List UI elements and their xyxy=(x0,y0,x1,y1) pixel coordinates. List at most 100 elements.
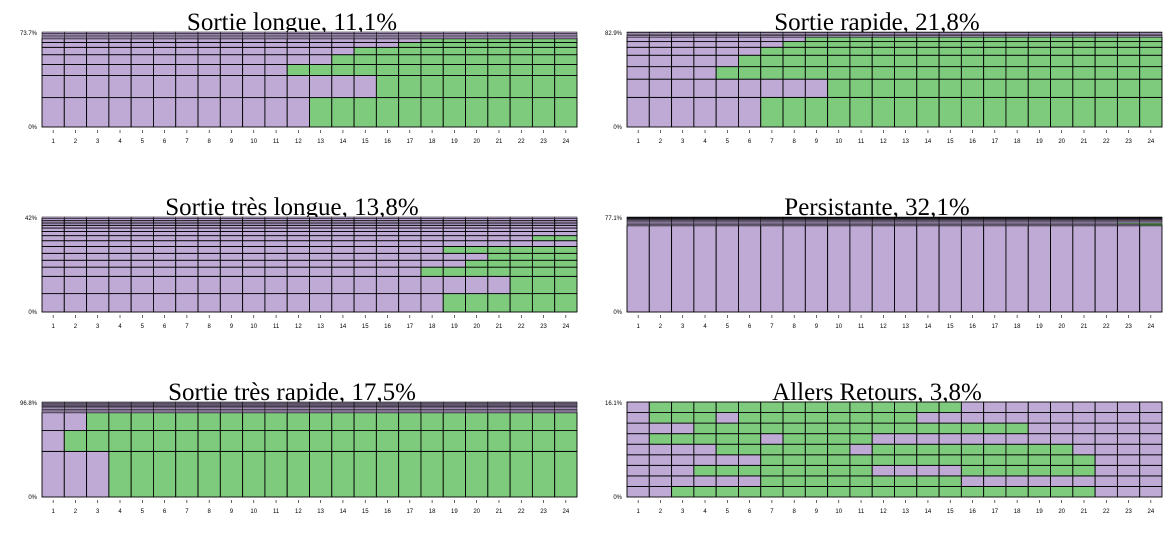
sequence-cell xyxy=(331,75,355,99)
chart-title: Allers Retours, 3,8% xyxy=(772,379,982,406)
sequence-cell xyxy=(153,34,176,38)
sequence-cell xyxy=(693,475,717,487)
x-tick-label: 21 xyxy=(496,139,503,145)
sequence-cell xyxy=(442,231,466,237)
sequence-cell xyxy=(264,240,288,247)
sequence-cell xyxy=(1005,31,1029,34)
sequence-cell xyxy=(309,266,333,277)
sequence-cell xyxy=(108,412,132,432)
sequence-cell xyxy=(309,293,333,313)
sequence-cell xyxy=(108,36,132,39)
sequence-cell xyxy=(509,245,533,254)
sequence-cell xyxy=(41,410,65,413)
sequence-cell xyxy=(509,275,533,295)
sequence-cell xyxy=(108,266,132,277)
sequence-cell xyxy=(626,78,650,98)
sequence-cell xyxy=(1005,454,1029,466)
sequence-cell xyxy=(760,401,784,414)
sequence-cell xyxy=(487,231,511,237)
sequence-cell xyxy=(153,245,177,254)
sequence-cell xyxy=(220,31,243,34)
sequence-cell xyxy=(531,97,556,128)
sequence-cell xyxy=(960,96,985,128)
sequence-row xyxy=(626,443,1163,456)
sequence-cell xyxy=(309,240,333,247)
x-tick-label: 22 xyxy=(518,139,525,145)
x-tick-label: 16 xyxy=(969,139,976,145)
sequence-cell xyxy=(487,266,511,277)
sequence-cell xyxy=(916,475,940,487)
sequence-cell xyxy=(175,216,199,219)
sequence-cell xyxy=(442,218,466,222)
sequence-cell xyxy=(983,54,1007,68)
sequence-cell xyxy=(1116,475,1141,487)
sequence-cell xyxy=(827,96,851,128)
sequence-cell xyxy=(715,36,739,43)
sequence-cell xyxy=(738,464,762,477)
sequence-cell xyxy=(63,218,88,222)
sequence-cell xyxy=(648,485,673,498)
sequence-cell xyxy=(782,66,806,80)
sequence-cell xyxy=(648,78,673,98)
sequence-cell xyxy=(1050,66,1074,80)
sequence-cell xyxy=(804,46,829,56)
sequence-cell xyxy=(916,46,940,56)
sequence-cell xyxy=(626,66,650,80)
sequence-cell xyxy=(983,41,1007,48)
sequence-cell xyxy=(1072,422,1096,435)
x-tick-label: 12 xyxy=(880,139,887,145)
y-top-label: 73.7% xyxy=(20,31,38,37)
sequence-cell xyxy=(331,430,355,452)
sequence-cell xyxy=(41,216,65,219)
sequence-cell xyxy=(894,31,918,34)
sequence-cell xyxy=(353,36,377,39)
sequence-row xyxy=(626,46,1163,56)
x-tick-label: 7 xyxy=(185,139,189,145)
sequence-cell xyxy=(782,41,806,48)
sequence-cell xyxy=(86,46,110,56)
sequence-cell xyxy=(398,218,422,222)
sequence-cell xyxy=(894,225,918,313)
sequence-cell xyxy=(487,430,511,452)
sequence-cell xyxy=(1005,433,1029,445)
sequence-cell xyxy=(487,41,511,48)
sequence-row xyxy=(41,64,578,76)
sequence-cell xyxy=(916,464,940,477)
sequence-cell xyxy=(871,422,895,435)
sequence-cell xyxy=(671,96,695,128)
sequence-cell xyxy=(1116,36,1141,43)
sequence-cell xyxy=(626,401,650,414)
sequence-cell xyxy=(960,54,985,68)
sequence-cell xyxy=(938,401,962,414)
x-axis: 1 2 3 4 5 6 7 8 9 10 11 12 13 14 15 16 17 18 19 20 21 22 23 24 xyxy=(51,130,570,145)
sequence-cell xyxy=(442,38,466,43)
sequence-cell xyxy=(442,64,466,76)
sequence-cell xyxy=(1072,401,1096,414)
sequence-cell xyxy=(465,240,489,247)
sequence-cell xyxy=(130,240,154,247)
sequence-cell xyxy=(715,31,739,34)
x-tick-label: 20 xyxy=(473,509,480,515)
sequence-cell xyxy=(197,252,221,261)
sequence-cell xyxy=(219,430,244,452)
sequence-cell xyxy=(242,216,266,219)
sequence-cell xyxy=(86,410,110,413)
sequence-cell xyxy=(264,410,288,413)
sequence-cell xyxy=(760,96,784,128)
sequence-cell xyxy=(64,34,87,38)
sequence-cell xyxy=(827,433,851,445)
sequence-cell xyxy=(41,430,65,452)
sequence-cell xyxy=(960,443,985,456)
sequence-cell xyxy=(331,64,355,76)
sequence-cell xyxy=(1005,422,1029,435)
y-bottom-label: 0% xyxy=(613,310,622,316)
sequence-cell xyxy=(420,275,444,295)
sequence-cell xyxy=(626,54,650,68)
sequence-cell xyxy=(1050,225,1074,313)
x-tick-label: 5 xyxy=(141,509,145,515)
sequence-cell xyxy=(760,54,784,68)
sequence-cell xyxy=(398,38,422,43)
sequence-cell xyxy=(153,412,177,432)
sequence-cell xyxy=(1050,422,1074,435)
sequence-cell xyxy=(242,252,266,261)
